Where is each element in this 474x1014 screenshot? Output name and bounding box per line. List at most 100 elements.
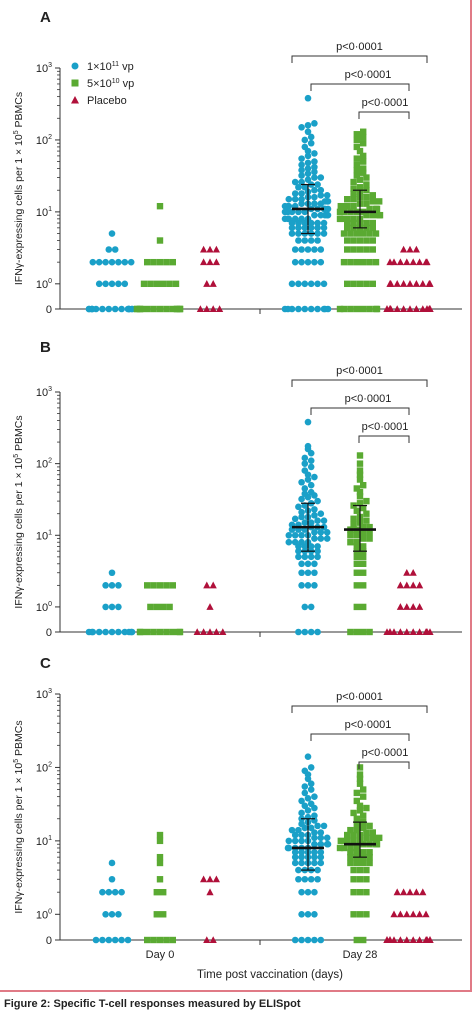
data-point xyxy=(347,628,354,636)
data-point xyxy=(423,628,431,635)
data-point xyxy=(311,535,318,542)
data-point xyxy=(360,128,367,135)
data-point xyxy=(115,628,122,636)
data-point xyxy=(350,185,357,192)
data-point xyxy=(347,230,354,237)
data-point xyxy=(301,460,309,467)
data-point xyxy=(356,802,364,810)
data-point xyxy=(298,859,305,867)
data-point xyxy=(304,807,312,814)
data-point xyxy=(356,775,364,783)
legend-label: 5×1010 vp xyxy=(87,78,134,90)
data-point xyxy=(108,875,116,883)
data-point xyxy=(360,849,367,856)
data-point xyxy=(369,198,376,205)
data-point xyxy=(121,258,129,266)
comparison-bracket xyxy=(358,111,410,119)
data-point xyxy=(311,560,318,568)
data-point xyxy=(403,936,411,943)
data-point xyxy=(298,178,305,186)
data-point xyxy=(150,628,157,636)
data-point xyxy=(363,517,370,524)
data-point xyxy=(288,224,296,232)
data-point xyxy=(212,258,220,266)
data-point xyxy=(307,280,315,288)
data-point xyxy=(311,888,318,896)
data-point xyxy=(108,258,116,266)
data-point xyxy=(301,783,309,790)
data-point xyxy=(295,553,302,561)
data-point xyxy=(314,181,321,188)
data-point xyxy=(298,936,305,944)
data-point xyxy=(298,195,305,203)
data-point xyxy=(150,258,157,266)
data-point xyxy=(366,859,373,867)
data-point xyxy=(111,246,119,253)
data-point xyxy=(356,780,364,787)
data-point xyxy=(311,193,318,201)
data-point xyxy=(144,936,151,944)
data-point xyxy=(304,246,312,253)
data-point xyxy=(387,280,395,287)
data-point xyxy=(311,200,318,207)
data-point xyxy=(156,831,164,839)
data-point xyxy=(320,822,328,830)
data-point xyxy=(307,603,315,611)
data-point xyxy=(353,859,360,867)
data-point xyxy=(317,186,325,194)
data-point xyxy=(366,230,373,237)
data-point xyxy=(288,208,296,216)
data-point xyxy=(304,165,312,172)
data-point xyxy=(298,831,305,839)
data-point xyxy=(147,603,154,611)
y-tick-label: 0 xyxy=(46,935,52,947)
data-point xyxy=(344,837,351,845)
legend-marker xyxy=(71,96,79,104)
data-point xyxy=(307,780,315,788)
data-point xyxy=(373,305,381,313)
data-point xyxy=(285,844,293,852)
data-point xyxy=(344,202,351,210)
data-point xyxy=(353,507,360,514)
data-point xyxy=(298,797,305,805)
data-point xyxy=(108,280,116,288)
data-point xyxy=(288,230,296,237)
data-point xyxy=(369,834,376,842)
data-point xyxy=(393,280,401,287)
data-point xyxy=(137,628,144,636)
data-point xyxy=(314,628,321,636)
data-point xyxy=(95,280,103,288)
data-point xyxy=(206,875,214,883)
data-point xyxy=(353,143,360,151)
data-point xyxy=(317,853,325,861)
data-point xyxy=(176,628,184,636)
data-point xyxy=(156,876,164,883)
data-point xyxy=(295,866,302,874)
data-point xyxy=(317,859,325,867)
data-point xyxy=(216,305,224,312)
data-point xyxy=(301,467,309,474)
data-point xyxy=(350,280,357,288)
data-point xyxy=(111,305,119,313)
data-point xyxy=(363,834,370,842)
data-point xyxy=(324,211,332,219)
data-point xyxy=(347,305,354,313)
data-point xyxy=(321,205,329,213)
data-point xyxy=(396,581,404,589)
data-point xyxy=(298,531,305,539)
y-tick-label: 100 xyxy=(36,908,52,921)
data-point xyxy=(360,165,367,172)
data-point xyxy=(347,826,354,834)
data-point xyxy=(133,305,141,313)
data-point xyxy=(356,460,364,467)
data-point xyxy=(163,936,170,944)
data-point xyxy=(108,910,116,918)
data-point xyxy=(419,280,427,287)
data-point xyxy=(314,497,321,505)
data-point xyxy=(304,159,312,167)
data-point xyxy=(307,488,315,496)
data-point xyxy=(111,888,119,896)
data-point xyxy=(127,258,135,266)
data-point xyxy=(317,529,325,536)
data-point xyxy=(304,888,312,896)
